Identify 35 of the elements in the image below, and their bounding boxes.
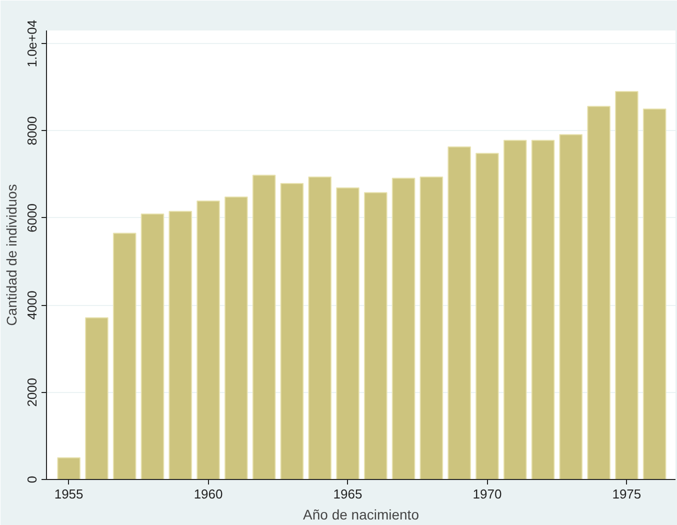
y-tick-label: 4000 (24, 290, 40, 320)
y-tick-label: 1.0e+04 (24, 20, 40, 68)
bar (364, 192, 388, 480)
bar (587, 106, 610, 480)
y-tick-label: 0 (24, 476, 40, 484)
bar (531, 140, 555, 480)
x-tick-label: 1955 (54, 486, 84, 502)
y-tick-label: 6000 (24, 203, 40, 232)
bar (308, 176, 332, 480)
bar (280, 183, 304, 480)
y-tick-label: 2000 (24, 378, 40, 407)
bar (168, 210, 192, 480)
bar (503, 140, 527, 480)
y-axis-title: Cantidad de individuos (4, 184, 20, 326)
bar (615, 91, 638, 480)
y-tick-label: 8000 (24, 116, 40, 146)
x-tick-label: 1970 (472, 486, 502, 502)
x-axis-title: Año de nacimiento (303, 506, 420, 522)
x-tick-label: 1975 (612, 486, 642, 502)
x-tick-label: 1960 (194, 486, 223, 502)
bar (224, 196, 248, 480)
bar (559, 134, 583, 480)
bar (336, 187, 360, 480)
bar (140, 214, 164, 480)
bar (392, 178, 416, 480)
bar (57, 457, 80, 480)
bar (252, 174, 276, 480)
bar (196, 200, 220, 480)
bar (112, 232, 136, 480)
bar (85, 317, 108, 480)
bar (420, 176, 444, 480)
bar (476, 152, 499, 480)
bar (642, 108, 666, 480)
bar (448, 146, 471, 480)
x-tick-label: 1965 (333, 486, 362, 502)
